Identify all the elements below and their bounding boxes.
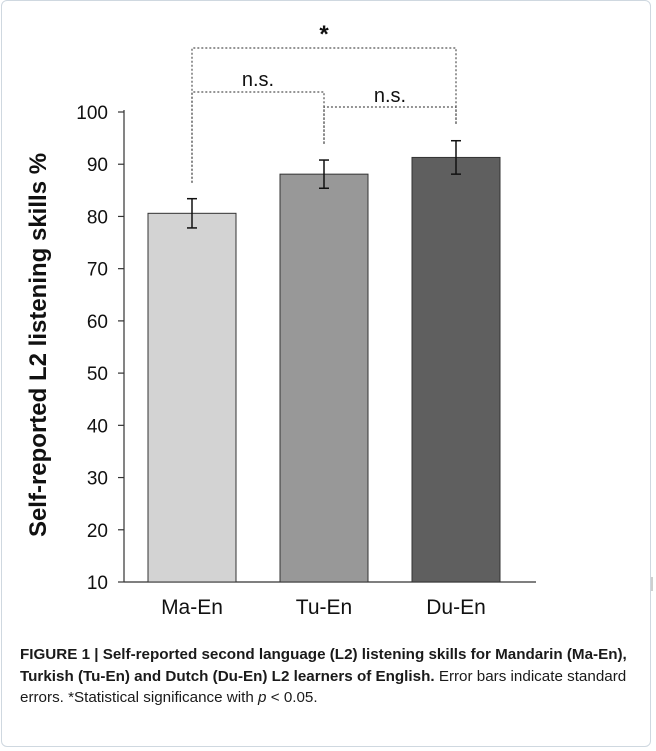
bar-ma-en: [147, 212, 237, 583]
significance-label: n.s.: [374, 85, 406, 107]
caption-lead: FIGURE 1 | Self-reported second language…: [20, 646, 627, 685]
x-tick-labels: Ma-En Tu-En Du-En: [161, 596, 486, 619]
y-axis-label: Self-reported L2 listening skills %: [25, 153, 52, 537]
significance-bracket: [323, 106, 457, 145]
y-tick-label: 50: [87, 364, 108, 385]
y-tick-label: 30: [87, 469, 108, 490]
y-axis: 10 20 30 40 50 60 70 80 90 100: [76, 103, 536, 594]
caption-p-tail: < 0.05.: [270, 689, 318, 706]
significance-label: *: [319, 21, 329, 48]
y-tick-label: 10: [87, 573, 108, 594]
x-tick-label: Du-En: [426, 596, 486, 619]
x-tick-label: Ma-En: [161, 596, 223, 619]
significance-label: n.s.: [242, 69, 274, 91]
bar-chart: 10 20 30 40 50 60 70 80 90 100 Ma-En Tu-En Du-En * n…: [25, 21, 653, 619]
significance-brackets: * n.s. n.s.: [191, 21, 457, 183]
y-tick-label: 80: [87, 207, 108, 228]
y-tick-label: 20: [87, 521, 108, 542]
y-tick-label: 100: [76, 103, 108, 124]
bar-tu-en: [279, 173, 369, 583]
bar-du-en: [411, 156, 501, 583]
caption-body: Error bars indicate standard errors. *St…: [20, 667, 627, 707]
y-tick-label: 40: [87, 416, 108, 437]
error-bars: [187, 139, 461, 229]
x-tick-label: Tu-En: [296, 596, 352, 619]
figure-caption: FIGURE 1 | Self-reported second language…: [20, 644, 632, 709]
caption-p-symbol: p: [258, 689, 267, 706]
bars: [147, 156, 501, 583]
y-tick-label: 60: [87, 312, 108, 333]
y-tick-label: 90: [87, 155, 108, 176]
significance-bracket: [191, 47, 457, 183]
y-tick-label: 70: [87, 260, 108, 281]
significance-bracket: [191, 91, 325, 183]
